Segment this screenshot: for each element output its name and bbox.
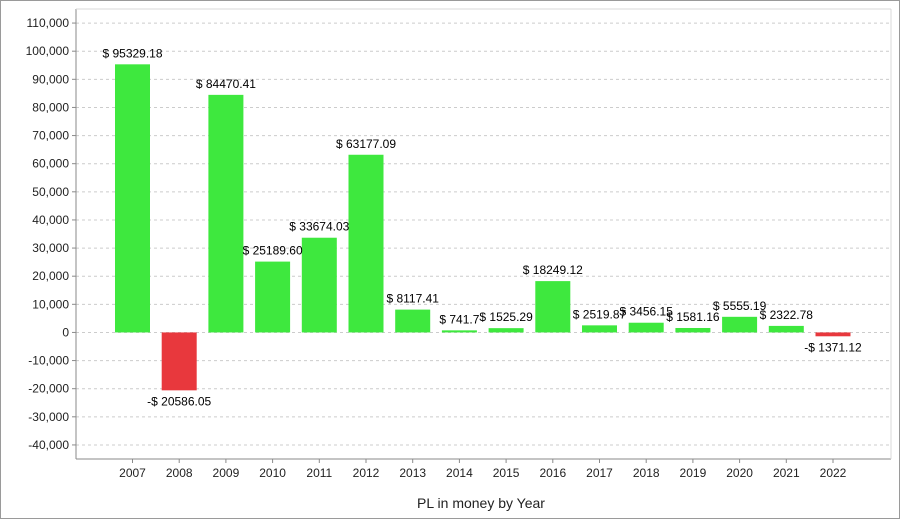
data-label: $ 2519.87 [573,307,627,321]
bar-2009 [208,94,244,333]
bar-2012 [348,154,384,333]
bar-2014 [441,330,477,333]
x-tick-label: 2013 [399,466,426,480]
data-label: $ 18249.12 [523,263,583,277]
data-label: $ 63177.09 [336,137,396,151]
data-label: $ 8117.41 [386,292,439,306]
data-label: -$ 20586.05 [147,394,211,408]
y-tick-label: 80,000 [32,100,69,114]
bar-2017 [582,325,617,333]
x-tick-label: 2011 [306,466,332,480]
y-tick-label: 10,000 [32,297,69,311]
x-tick-label: 2012 [353,466,380,480]
bar-2019 [675,327,711,333]
bar-2020 [722,316,758,333]
data-label: $ 2322.78 [760,308,814,322]
bar-2022 [815,332,851,337]
x-tick-label: 2021 [773,466,800,480]
x-tick-label: 2018 [633,466,660,480]
y-tick-label: 100,000 [26,44,70,58]
y-tick-label: 110,000 [27,16,70,30]
data-label: $ 1581.16 [666,310,720,324]
y-tick-label: 90,000 [32,72,69,86]
x-tick-label: 2017 [586,466,613,480]
y-tick-label: 60,000 [32,157,69,171]
x-tick-label: 2016 [539,466,566,480]
data-label: -$ 1371.12 [804,340,862,354]
x-tick-label: 2015 [493,466,520,480]
data-label: $ 84470.41 [196,77,256,91]
bar-2007 [115,64,150,333]
y-tick-label: 50,000 [32,185,69,199]
grid-layer [76,22,891,446]
bar-2021 [768,325,804,333]
x-tick-label: 2010 [259,466,286,480]
x-tick-label: 2009 [213,466,240,480]
bar-2018 [628,322,664,333]
bar-2015 [488,328,524,333]
y-tick-label: -30,000 [28,410,69,424]
y-tick-label: 70,000 [32,129,69,143]
bar-2010 [255,261,291,333]
bar-2013 [395,309,431,333]
data-label: $ 1525.29 [479,310,533,324]
y-tick-label: 30,000 [32,241,69,255]
y-tick-label: 20,000 [32,269,69,283]
y-tick-label: -40,000 [28,438,69,452]
bar-2011 [301,237,337,333]
x-tick-label: 2020 [726,466,753,480]
data-label: $ 95329.18 [102,46,162,60]
data-label: $ 25189.60 [243,244,303,258]
x-tick-label: 2014 [446,466,473,480]
x-axis-title: PL in money by Year [417,495,545,511]
y-tick-label: 0 [62,325,69,339]
label-layer: $ 95329.18 -$ 20586.05 $ 84470.41 $ 25189.6… [102,46,862,408]
data-label: $ 5555.19 [713,299,767,313]
y-tick-label: -10,000 [28,354,69,368]
bar-layer [115,64,851,391]
x-tick-label: 2019 [680,466,707,480]
y-tick-label: -20,000 [28,382,69,396]
bar-2016 [535,281,571,333]
x-tick-label: 2008 [166,466,193,480]
data-label: $ 741.7 [439,312,479,326]
data-label: $ 3456.15 [620,305,674,319]
y-tick-label: 40,000 [32,213,69,227]
x-tick-label: 2022 [820,466,847,480]
axis-layer: -40,000 -30,000 -20,000 -10,000 0 10,000 20,00… [26,8,892,480]
bar-2008 [161,332,197,391]
x-tick-label: 2007 [119,466,146,480]
data-label: $ 33674.03 [289,220,349,234]
